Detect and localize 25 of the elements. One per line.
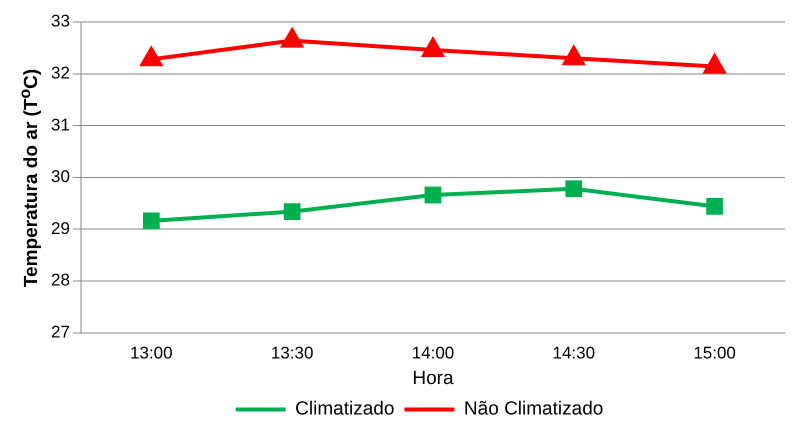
y-tick-label: 29 bbox=[50, 218, 70, 238]
y-tick-label: 32 bbox=[50, 63, 70, 82]
y-tick-label: 30 bbox=[50, 167, 70, 186]
point bbox=[422, 38, 444, 57]
point bbox=[424, 186, 442, 204]
legend-label: Climatizado bbox=[295, 398, 394, 420]
x-tick-label: 13:30 bbox=[270, 344, 314, 363]
y-tick-label: 28 bbox=[50, 270, 70, 290]
point bbox=[140, 47, 162, 66]
x-tick-label: 15:00 bbox=[693, 344, 736, 363]
y-tick-label: 27 bbox=[50, 322, 70, 342]
x-tick-label: 14:30 bbox=[552, 344, 596, 363]
point bbox=[565, 180, 582, 198]
x-tick-label: 13:00 bbox=[130, 344, 173, 363]
legend-label: Não Climatizado bbox=[464, 398, 604, 420]
x-axis-title: Hora bbox=[412, 368, 454, 389]
point bbox=[281, 28, 303, 48]
point bbox=[563, 46, 584, 66]
point bbox=[706, 198, 723, 215]
point bbox=[142, 212, 160, 230]
point bbox=[284, 203, 300, 220]
y-tick-label: 31 bbox=[50, 115, 70, 134]
y-tick-label: 33 bbox=[50, 12, 70, 31]
point bbox=[704, 54, 726, 74]
x-tick-label: 14:00 bbox=[412, 344, 454, 363]
